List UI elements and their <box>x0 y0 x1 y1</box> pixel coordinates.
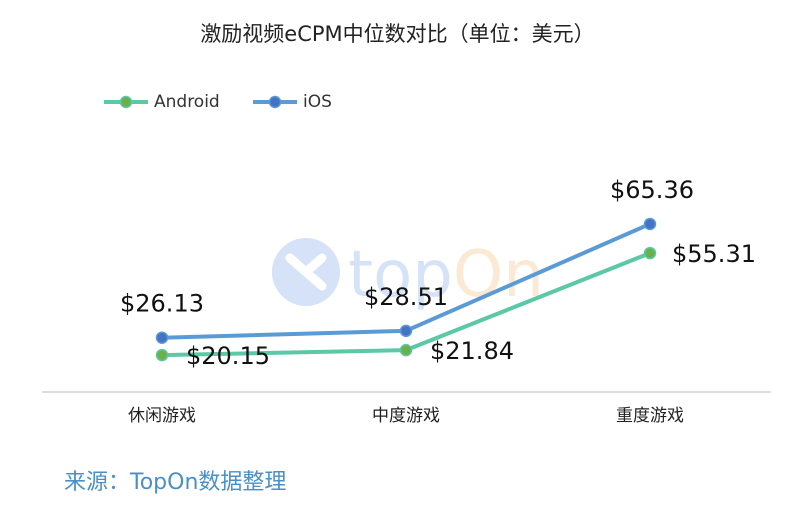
legend-label-ios: iOS <box>303 92 332 112</box>
topon-watermark-logo: topOn <box>272 238 544 312</box>
data-point-ios-1 <box>399 324 413 338</box>
chart-title: 激励视频eCPM中位数对比（单位：美元） <box>200 22 595 46</box>
x-tick-label-2: 重度游戏 <box>616 406 684 426</box>
data-label-ios-2: $65.36 <box>610 176 694 204</box>
legend-label-android: Android <box>154 92 220 112</box>
data-label-ios-1: $28.51 <box>364 283 448 311</box>
data-label-ios-0: $26.13 <box>120 290 204 318</box>
data-point-ios-0 <box>155 331 169 344</box>
data-label-android-1: $21.84 <box>430 337 514 365</box>
data-point-ios-2 <box>643 217 657 231</box>
data-point-android-0 <box>155 348 169 362</box>
data-point-android-2 <box>643 246 657 260</box>
data-label-android-0: $20.15 <box>186 342 270 370</box>
legend-swatch-android <box>104 95 148 109</box>
x-tick-label-1: 中度游戏 <box>372 406 440 426</box>
source-note: 来源：TopOn数据整理 <box>64 470 287 495</box>
x-tick-label-0: 休闲游戏 <box>128 406 196 426</box>
data-label-android-2: $55.31 <box>672 240 756 268</box>
data-point-android-1 <box>399 343 413 357</box>
legend-swatch-ios <box>253 95 297 109</box>
